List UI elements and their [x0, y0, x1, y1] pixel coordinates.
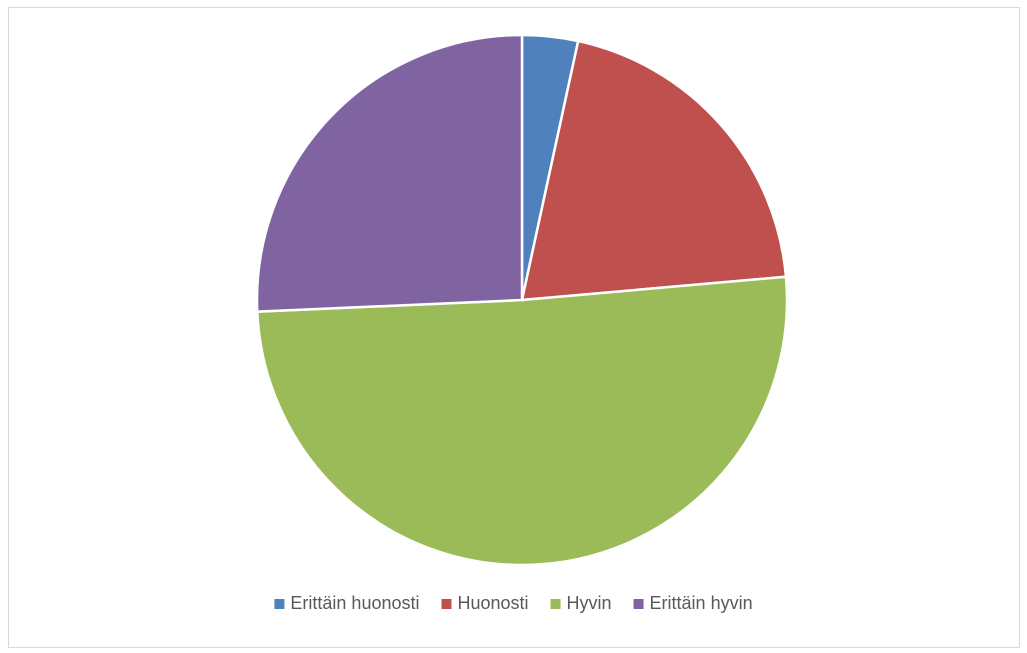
legend-item: Erittäin huonosti — [274, 593, 419, 613]
legend-swatch — [274, 599, 285, 609]
pie-slice — [255, 33, 524, 313]
pie-slice — [520, 39, 788, 302]
legend-swatch — [441, 599, 452, 609]
pie — [255, 33, 789, 567]
legend-label: Erittäin huonosti — [290, 593, 419, 613]
legend-label: Erittäin hyvin — [650, 593, 753, 613]
legend-item: Hyvin — [550, 593, 612, 613]
legend-label: Hyvin — [567, 593, 612, 613]
pie-slice — [255, 275, 789, 567]
legend-label: Huonosti — [457, 593, 528, 613]
legend: Erittäin huonosti Huonosti Hyvin Erittäin h… — [274, 593, 753, 613]
legend-swatch — [633, 599, 644, 609]
legend-item: Huonosti — [441, 593, 529, 613]
legend-swatch — [550, 599, 561, 609]
legend-item: Erittäin hyvin — [633, 593, 753, 613]
